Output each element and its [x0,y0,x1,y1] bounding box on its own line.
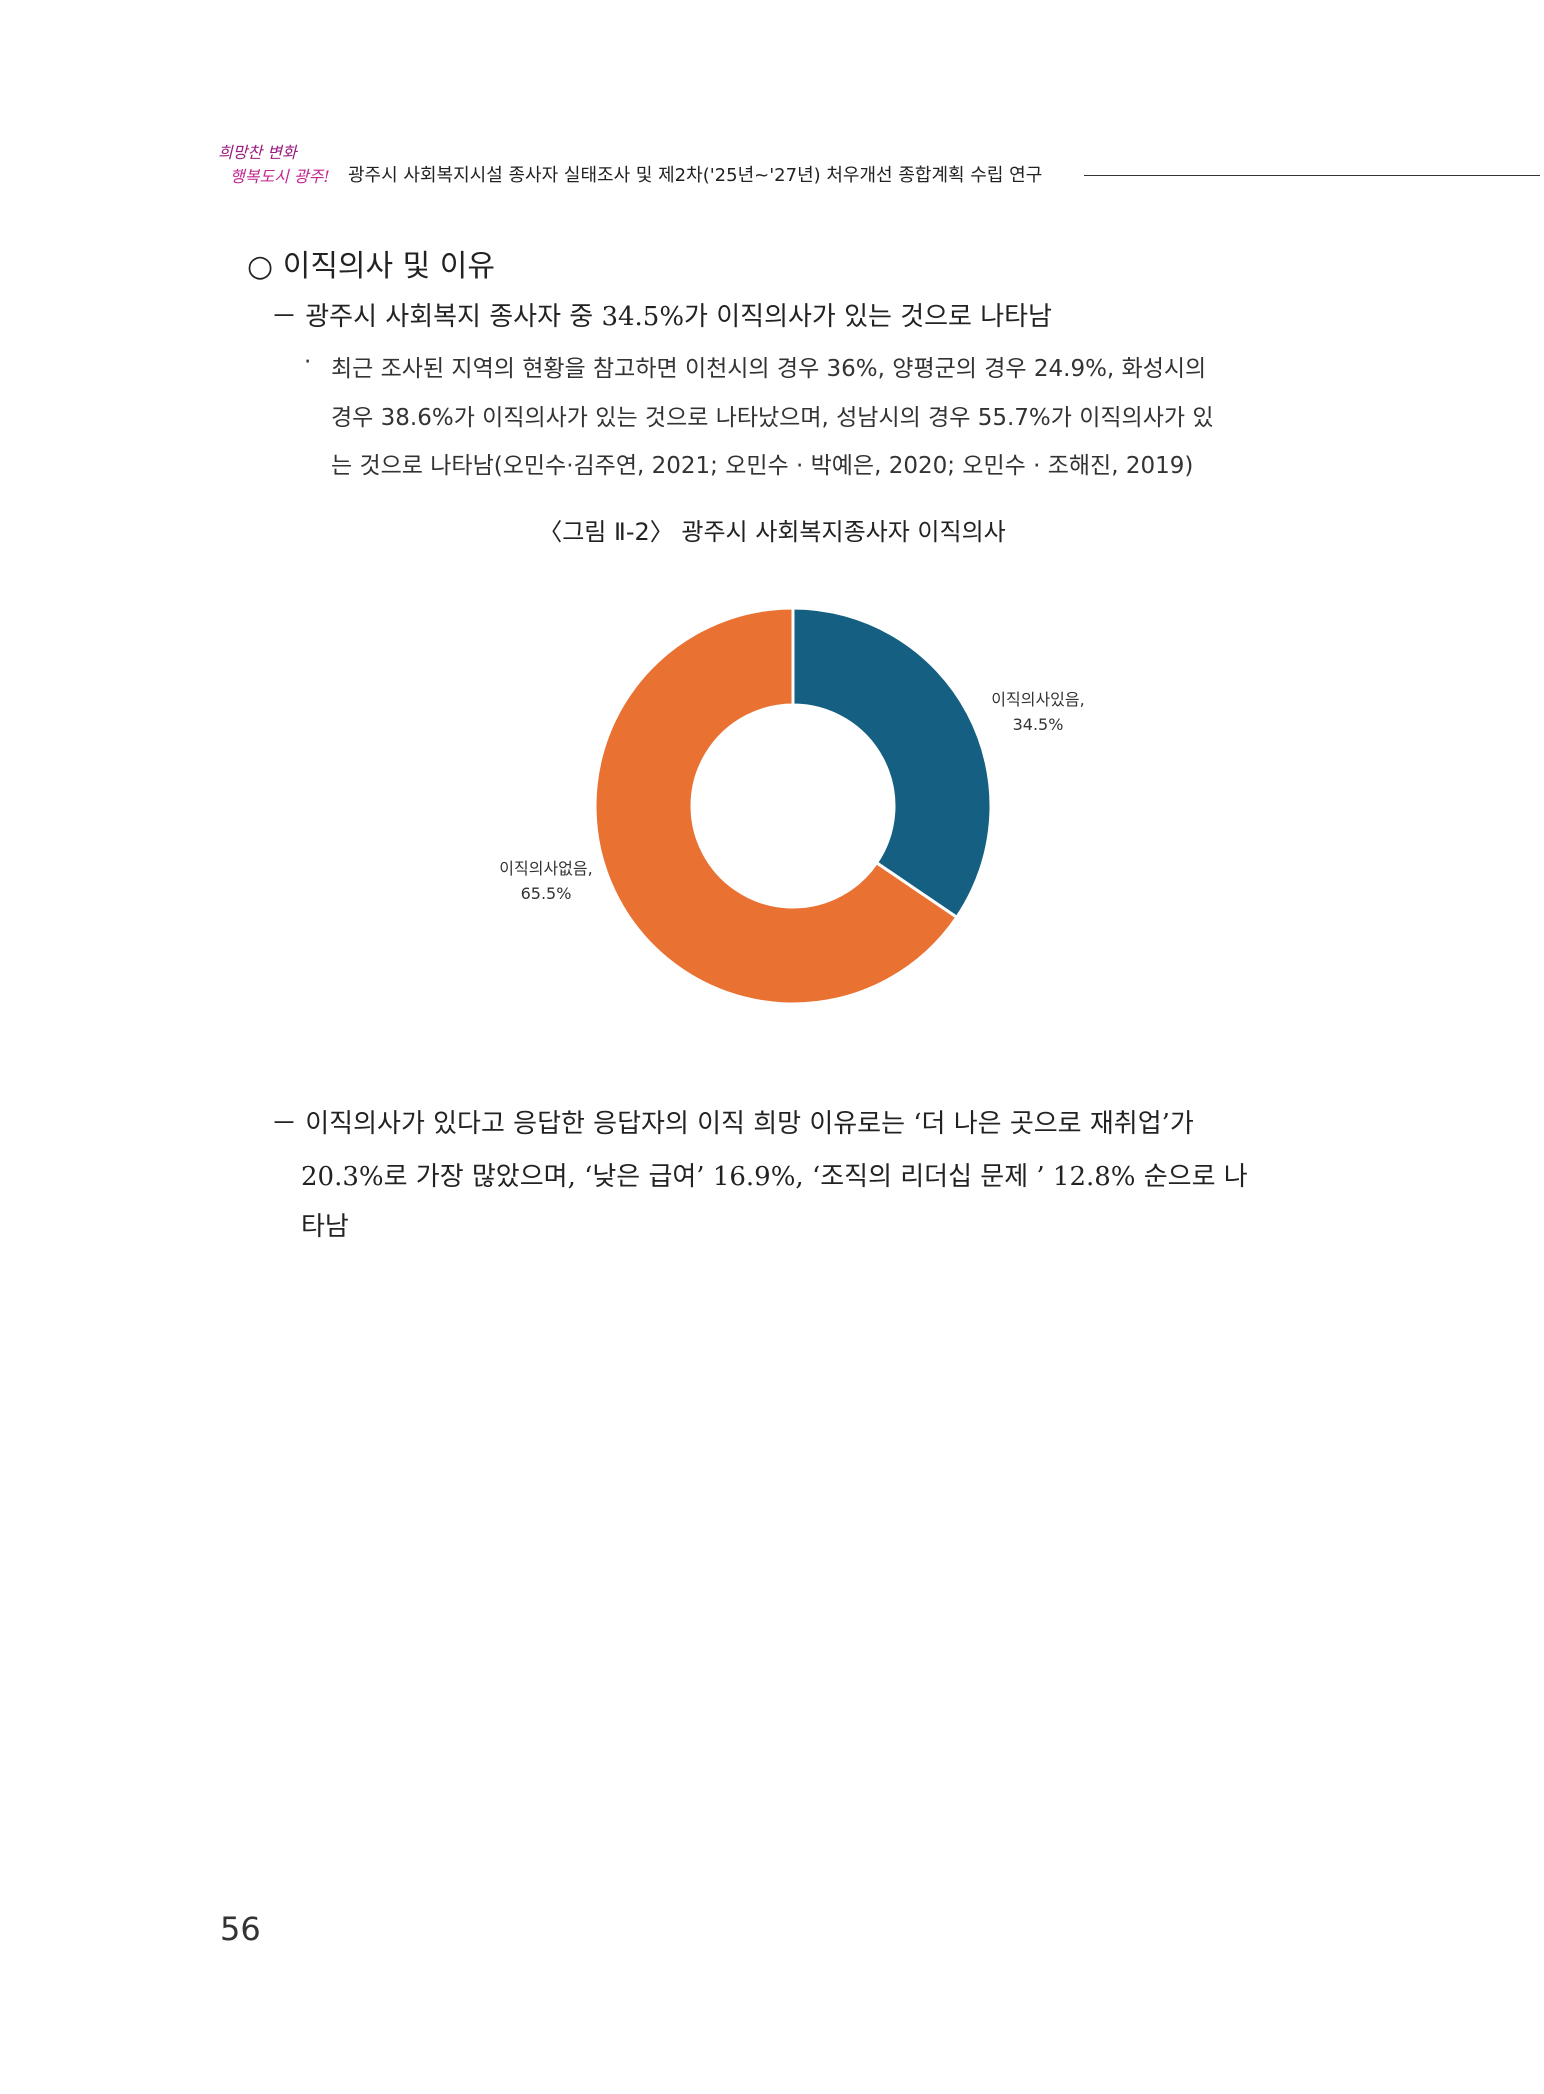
bullet-line-1: 최근 조사된 지역의 현황을 참고하면 이천시의 경우 36%, 양평군의 경우… [331,356,1207,382]
slice-label-yes: 이직의사있음, [991,690,1085,709]
slice-value-yes: 34.5% [1012,715,1064,734]
item-2-line-1: － 이직의사가 있다고 응답한 응답자의 이직 희망 이유로는 ‘더 나은 곳으… [271,1109,1194,1139]
slice-yes [791,606,993,920]
logo-graphic: 희망찬 변화 행복도시 광주! [218,143,330,186]
bullet-mark: · [304,349,312,375]
section-heading: ○ 이직의사 및 이유 [247,249,495,284]
bullet-line-2: 경우 38.6%가 이직의사가 있는 것으로 나타났으며, 성남시의 경우 55… [331,405,1214,431]
running-header-title: 광주시 사회복지시설 종사자 실태조사 및 제2차('25년~'27년) 처우개… [348,165,1043,186]
donut-chart [593,606,993,1006]
slice-value-no: 65.5% [520,884,572,903]
slice-no [593,606,959,1006]
slice-label-no: 이직의사없음, [499,859,593,878]
page-number: 56 [220,1910,261,1948]
item-2-line-3: 타남 [301,1212,349,1242]
item-1: － 광주시 사회복지 종사자 중 34.5%가 이직의사가 있는 것으로 나타남 [271,302,1052,332]
item-2-line-2: 20.3%로 가장 많았으며, ‘낮은 급여’ 16.9%, ‘조직의 리더십 … [301,1162,1248,1192]
figure-caption: 〈그림 Ⅱ-2〉 광주시 사회복지종사자 이직의사 [538,518,1006,546]
bullet-line-3: 는 것으로 나타남(오민수·김주연, 2021; 오민수 · 박예은, 2020… [331,453,1194,479]
header-rule [1084,175,1540,176]
svg-text:행복도시 광주!: 행복도시 광주! [230,167,330,186]
logo: 희망찬 변화 행복도시 광주! [216,140,344,190]
svg-text:희망찬 변화: 희망찬 변화 [218,143,298,162]
